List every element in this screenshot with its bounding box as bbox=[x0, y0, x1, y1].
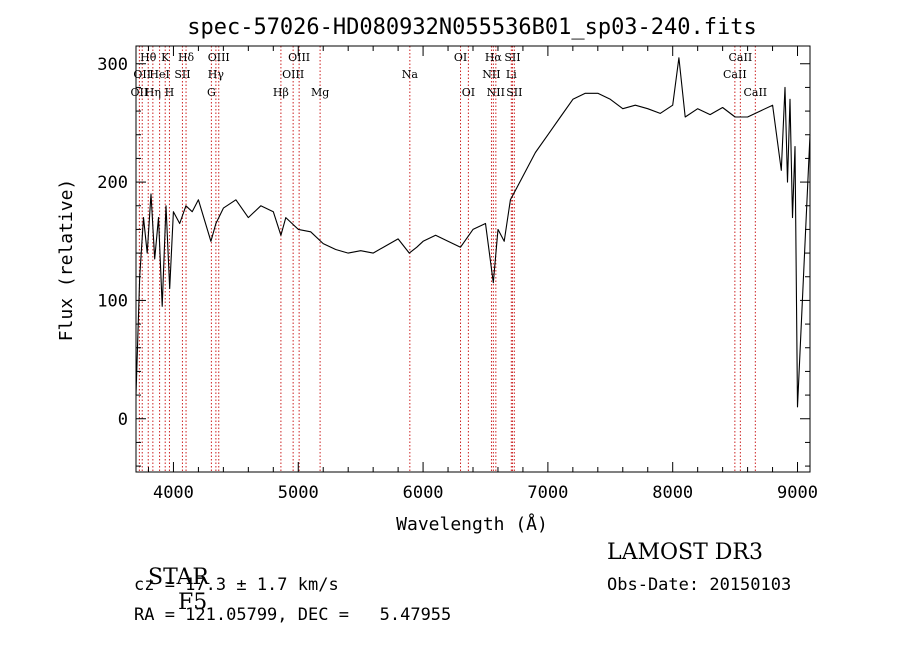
line-label: Mg bbox=[311, 86, 329, 99]
x-tick-label: 4000 bbox=[153, 483, 194, 503]
line-label: OI bbox=[462, 86, 475, 99]
x-tick-label: 8000 bbox=[652, 483, 693, 503]
line-label: OI bbox=[454, 51, 467, 64]
y-tick-label: 300 bbox=[97, 55, 128, 75]
x-tick-label: 5000 bbox=[278, 483, 319, 503]
line-label: K bbox=[161, 51, 170, 64]
line-label: CaII bbox=[723, 68, 747, 81]
spectral-line-labels: OII OII Hθ Hη HeI K H SII Hδ G Hγ OIII Hβ OIII OIII Mg N… bbox=[131, 51, 768, 99]
x-tick-label: 9000 bbox=[777, 483, 818, 503]
y-tick-label: 0 bbox=[118, 410, 128, 430]
line-label: OIII bbox=[282, 68, 304, 81]
series-line bbox=[135, 57, 811, 408]
line-label: Hη bbox=[145, 86, 161, 99]
y-tick-label: 100 bbox=[97, 291, 128, 311]
line-label: HeI bbox=[149, 68, 169, 81]
y-axis-label: Flux (relative) bbox=[56, 179, 77, 342]
line-label: OIII bbox=[208, 51, 230, 64]
line-label: Hθ bbox=[140, 51, 157, 64]
x-axis-label: Wavelength (Å) bbox=[396, 513, 548, 535]
line-label: NII bbox=[487, 86, 505, 99]
line-label: H bbox=[165, 86, 175, 99]
line-label: SII bbox=[506, 86, 522, 99]
line-label: Li bbox=[506, 68, 517, 81]
line-label: Na bbox=[402, 68, 419, 81]
line-label: SII bbox=[174, 68, 190, 81]
line-label: CaII bbox=[743, 86, 767, 99]
survey-label: LAMOST DR3 bbox=[607, 540, 763, 565]
line-label: OII bbox=[133, 68, 151, 81]
obs-date: Obs-Date: 20150103 bbox=[607, 575, 792, 595]
line-label: Hβ bbox=[273, 86, 289, 99]
line-label: G bbox=[207, 86, 216, 99]
spectral-line-markers bbox=[138, 46, 756, 472]
y-tick-label: 200 bbox=[97, 173, 128, 193]
redshift-readout: cz = 17.3 ± 1.7 km/s bbox=[134, 575, 339, 595]
subclass-label: F5 bbox=[178, 590, 208, 615]
line-label: Hδ bbox=[178, 51, 195, 64]
x-tick-label: 6000 bbox=[403, 483, 444, 503]
line-label: Hα bbox=[485, 51, 503, 64]
line-label: SII bbox=[504, 51, 520, 64]
line-label: Hγ bbox=[208, 68, 225, 81]
chart-title: spec-57026-HD080932N055536B01_sp03-240.f… bbox=[187, 15, 757, 40]
x-tick-label: 7000 bbox=[527, 483, 568, 503]
plot-frame bbox=[135, 45, 811, 473]
line-label: CaII bbox=[729, 51, 753, 64]
line-label: NII bbox=[482, 68, 500, 81]
x-axis: 4000 5000 6000 7000 8000 9000 bbox=[147, 46, 818, 503]
object-class: STAR F5 bbox=[134, 540, 209, 615]
line-label: OIII bbox=[288, 51, 310, 64]
line-label: OII bbox=[131, 86, 149, 99]
class-label: STAR bbox=[148, 565, 209, 590]
y-axis: 0 100 200 300 bbox=[97, 55, 810, 467]
ra-dec-readout: RA = 121.05799, DEC = 5.47955 bbox=[134, 605, 452, 625]
